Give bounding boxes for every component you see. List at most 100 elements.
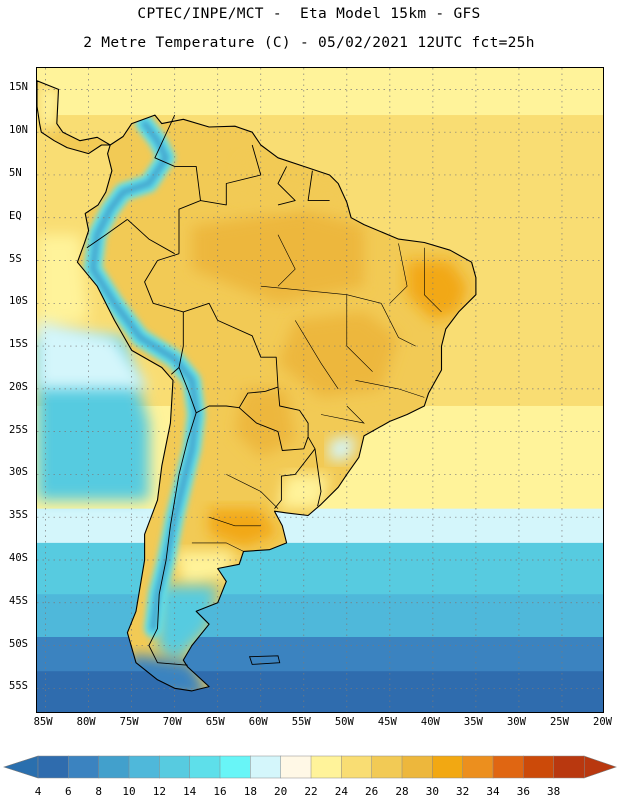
colorbar-tick-label: 38 bbox=[547, 785, 560, 798]
country-border bbox=[148, 412, 197, 666]
country-border bbox=[144, 253, 184, 313]
temperature-map bbox=[37, 68, 603, 712]
ocean-band-7 bbox=[37, 671, 603, 712]
country-border bbox=[274, 436, 316, 509]
longitude-tick-label: 35W bbox=[463, 716, 483, 728]
state-border bbox=[277, 234, 296, 287]
latitude-tick-label: 55S bbox=[9, 680, 28, 693]
colorbar-tick-label: 12 bbox=[153, 785, 166, 798]
country-border bbox=[277, 166, 296, 206]
country-border bbox=[171, 311, 184, 375]
colorbar-tick-label: 30 bbox=[426, 785, 439, 798]
longitude-tick-label: 80W bbox=[76, 716, 96, 728]
country-border bbox=[154, 114, 201, 254]
state-border bbox=[226, 474, 279, 509]
country-border bbox=[314, 448, 322, 507]
longitude-tick-label: 50W bbox=[334, 716, 354, 728]
colorbar-swatch bbox=[68, 755, 100, 779]
latitude-tick-label: EQ bbox=[9, 209, 22, 222]
colorbar-tick-label: 4 bbox=[35, 785, 42, 798]
colorbar-swatch bbox=[189, 755, 221, 779]
longitude-tick-label: 60W bbox=[248, 716, 268, 728]
latitude-tick-label: 10S bbox=[9, 295, 28, 308]
longitude-tick-label: 20W bbox=[593, 716, 612, 728]
latitude-tick-label: 15N bbox=[9, 81, 28, 94]
latitude-tick-label: 20S bbox=[9, 380, 28, 393]
colorbar-tick-label: 10 bbox=[122, 785, 135, 798]
state-border bbox=[355, 380, 425, 398]
colorbar-swatch bbox=[341, 755, 373, 779]
colorbar-tick-label: 6 bbox=[65, 785, 72, 798]
colorbar-tick-label: 16 bbox=[213, 785, 226, 798]
state-border bbox=[191, 542, 244, 552]
colorbar-swatch bbox=[128, 755, 160, 779]
colorbar-swatch bbox=[371, 755, 403, 779]
ocean-band-5 bbox=[37, 594, 603, 638]
pacific-transition-water bbox=[37, 320, 149, 389]
colorbar-swatch bbox=[462, 755, 494, 779]
latitude-tick-label: 5S bbox=[9, 252, 22, 265]
colorbar-swatch bbox=[553, 755, 585, 779]
ocean-band-6 bbox=[37, 636, 603, 673]
colorbar-swatch bbox=[280, 755, 312, 779]
country-border bbox=[86, 219, 128, 249]
country-border bbox=[238, 407, 309, 451]
longitude-tick-label: 85W bbox=[33, 716, 53, 728]
lat-lon-grid bbox=[37, 68, 603, 712]
colorbar-tick-label: 22 bbox=[304, 785, 317, 798]
northeast-hot-area bbox=[407, 260, 468, 321]
colorbar-tick-label: 24 bbox=[335, 785, 349, 798]
longitude-tick-label: 55W bbox=[291, 716, 311, 728]
colorbar-swatch bbox=[432, 755, 464, 779]
country-borders bbox=[37, 80, 477, 692]
latitude-tick-label: 15S bbox=[9, 338, 28, 351]
latitude-tick-label: 25S bbox=[9, 423, 28, 436]
colorbar-tick-label: 28 bbox=[395, 785, 408, 798]
country-border bbox=[127, 219, 175, 255]
colorbar-swatch bbox=[159, 755, 191, 779]
longitude-tick-label: 45W bbox=[377, 716, 397, 728]
colorbar-swatch bbox=[250, 755, 282, 779]
state-border bbox=[294, 320, 339, 390]
colorbar-tick-label: 14 bbox=[183, 785, 197, 798]
colorbar-swatch bbox=[37, 755, 69, 779]
colorbar: 4 6 8 10 12 14 16 18 20 22 24 26 28 30 32 34 36 38 bbox=[3, 755, 617, 798]
colorbar-swatch bbox=[310, 755, 342, 779]
colorbar-under-arrow bbox=[3, 755, 39, 779]
colorbar-over-arrow bbox=[583, 755, 617, 779]
longitude-tick-label: 70W bbox=[162, 716, 182, 728]
map-title-line-2: 2 Metre Temperature (C) - 05/02/2021 12U… bbox=[83, 35, 535, 51]
amazon-hot-area bbox=[191, 209, 364, 304]
latitude-tick-label: 50S bbox=[9, 637, 28, 650]
latitude-tick-label: 35S bbox=[9, 509, 28, 522]
colorbar-tick-label: 20 bbox=[274, 785, 287, 798]
state-border bbox=[424, 247, 442, 313]
map-frame bbox=[36, 67, 604, 713]
guiana-warm-area bbox=[234, 157, 339, 210]
ocean-band-0 bbox=[37, 68, 603, 117]
colorbar-tick-label: 36 bbox=[517, 785, 530, 798]
state-border bbox=[320, 405, 365, 424]
country-border bbox=[307, 170, 330, 202]
central-brazil-hot-area bbox=[278, 311, 399, 398]
map-title-line-1: CPTEC/INPE/MCT - Eta Model 15km - GFS bbox=[137, 6, 481, 22]
country-border bbox=[277, 387, 309, 437]
falkland-islands-outline bbox=[248, 655, 281, 665]
country-border bbox=[183, 302, 279, 392]
country-border bbox=[200, 144, 262, 206]
pacific-warm-water bbox=[37, 234, 89, 329]
state-border bbox=[389, 243, 408, 304]
latitude-tick-label: 30S bbox=[9, 466, 28, 479]
colorbar-swatch bbox=[219, 755, 251, 779]
state-border bbox=[209, 516, 261, 527]
longitude-tick-label: 40W bbox=[420, 716, 440, 728]
colorbar-swatch bbox=[98, 755, 130, 779]
colorbar-tick-label: 34 bbox=[486, 785, 500, 798]
longitude-tick-label: 65W bbox=[205, 716, 225, 728]
longitude-tick-label: 75W bbox=[119, 716, 139, 728]
longitude-tick-label: 30W bbox=[506, 716, 526, 728]
latitude-tick-label: 5N bbox=[9, 166, 22, 179]
pampa-hot-area bbox=[209, 508, 278, 548]
longitude-tick-label: 25W bbox=[549, 716, 569, 728]
latitude-tick-label: 10N bbox=[9, 124, 28, 137]
